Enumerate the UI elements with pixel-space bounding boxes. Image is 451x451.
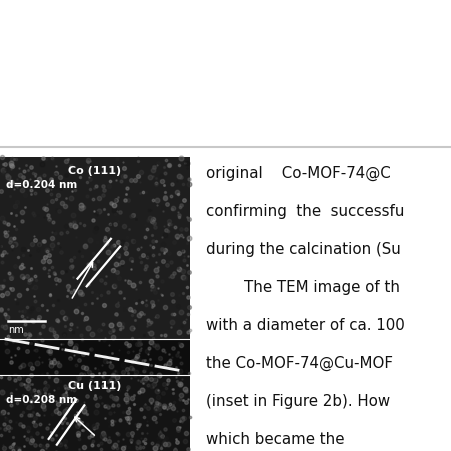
Text: confirming  the  successfu: confirming the successfu — [206, 203, 404, 219]
Text: with a diameter of ca. 100: with a diameter of ca. 100 — [206, 318, 404, 332]
Text: Cu (111): Cu (111) — [68, 380, 121, 390]
Bar — [0, 375, 189, 451]
Text: (inset in Figure 2b). How: (inset in Figure 2b). How — [206, 393, 389, 408]
Text: Co (111): Co (111) — [68, 166, 121, 175]
Text: d=0.208 nm: d=0.208 nm — [6, 394, 77, 404]
Text: during the calcination (Su: during the calcination (Su — [206, 241, 400, 257]
Text: the Co-MOF-74@Cu-MOF: the Co-MOF-74@Cu-MOF — [206, 355, 392, 370]
Bar — [0, 339, 189, 375]
Text: which became the: which became the — [206, 431, 344, 446]
Text: d=0.204 nm: d=0.204 nm — [6, 179, 77, 189]
Bar — [0, 158, 189, 339]
Text: original    Co-MOF-74@C: original Co-MOF-74@C — [206, 166, 390, 181]
Text: The TEM image of th: The TEM image of th — [206, 279, 399, 295]
Text: nm: nm — [8, 324, 24, 334]
